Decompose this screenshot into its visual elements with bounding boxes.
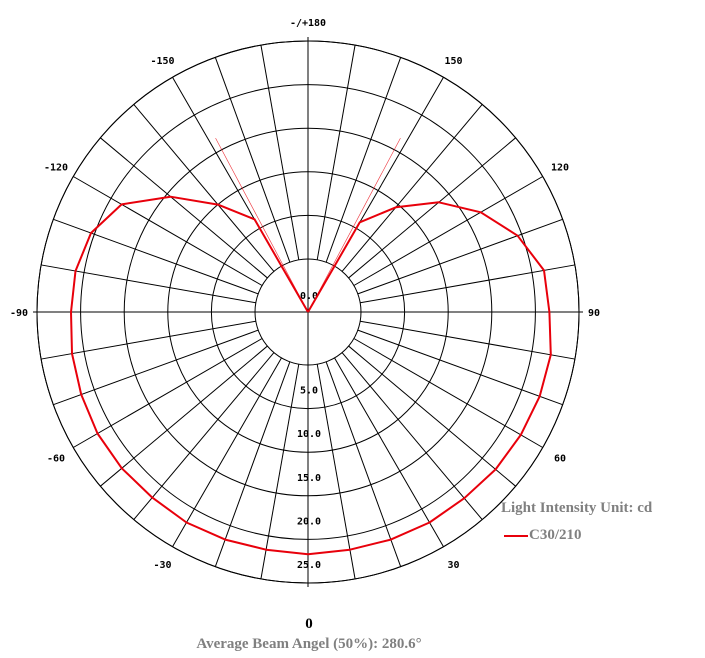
data-point <box>395 206 397 209</box>
beam-lines <box>215 138 401 313</box>
data-point <box>428 521 431 524</box>
grid-spoke <box>53 218 259 295</box>
angle-label: -120 <box>44 163 68 174</box>
angle-label: 30 <box>447 560 459 571</box>
grid-spoke <box>214 361 291 567</box>
data-point <box>538 395 541 398</box>
grid-spoke <box>325 57 402 263</box>
data-point <box>185 521 188 524</box>
data-point <box>121 467 123 470</box>
data-point <box>463 497 466 500</box>
data-point <box>74 270 77 272</box>
ring-label: 25.0 <box>297 560 321 571</box>
ring-label: 20.0 <box>297 516 321 527</box>
grid-spoke <box>100 345 268 487</box>
data-point <box>96 432 99 435</box>
grid-spoke <box>260 45 300 260</box>
data-point <box>120 203 123 206</box>
data-point <box>169 195 172 198</box>
beam-line <box>307 138 401 313</box>
data-point <box>265 548 267 551</box>
data-point <box>543 269 545 272</box>
data-point <box>307 553 309 555</box>
legend-swatch <box>504 534 528 537</box>
grid-spoke <box>353 176 543 286</box>
data-point <box>224 538 226 541</box>
data-point <box>550 354 552 356</box>
data-point <box>438 201 440 204</box>
grid-spoke <box>73 176 263 286</box>
data-point <box>480 211 482 214</box>
legend-label: C30/210 <box>529 527 582 543</box>
data-point <box>217 203 219 206</box>
grid-spoke <box>316 364 356 579</box>
grid-spoke <box>41 320 256 360</box>
grid-spoke <box>357 218 563 295</box>
data-point <box>390 538 392 541</box>
angle-label: 120 <box>551 163 569 174</box>
data-point <box>359 221 361 224</box>
grid-spoke <box>260 364 300 579</box>
grid-spoke <box>100 137 268 279</box>
ring-labels: 0.0 5.0 10.0 15.0 20.0 25.0 <box>297 291 321 571</box>
data-point <box>80 393 82 396</box>
angle-label: -150 <box>150 56 174 67</box>
angle-label: 60 <box>554 454 566 465</box>
angle-label: -90 <box>10 308 28 319</box>
data-point <box>71 352 73 355</box>
grid-spoke <box>133 104 275 272</box>
x-axis-label: 0 <box>305 616 313 632</box>
data-point <box>70 311 72 313</box>
angle-label: -30 <box>153 560 171 571</box>
grid-spoke <box>341 352 483 520</box>
legend: C30/210 <box>504 527 582 544</box>
angle-labels: -/+180 -150 150 -120 120 -90 90 -60 60 -30 30 <box>10 18 600 571</box>
grid-spoke <box>41 264 256 304</box>
ring-label: 5.0 <box>300 386 318 397</box>
grid-spoke <box>348 345 516 487</box>
grid-spoke <box>360 320 575 360</box>
grid-spoke <box>316 45 356 260</box>
unit-label: Light Intensity Unit: cd <box>501 500 653 516</box>
data-point <box>253 218 256 221</box>
grid-spoke <box>334 357 444 547</box>
beam-line <box>215 138 309 313</box>
grid-spoke <box>360 264 575 304</box>
grid-spoke <box>353 338 543 448</box>
angle-label: -/+180 <box>290 18 326 29</box>
grid-spoke <box>214 57 291 263</box>
grid-spoke <box>357 329 563 406</box>
ring-label: 15.0 <box>297 473 321 484</box>
data-point <box>90 232 92 234</box>
angle-label: -60 <box>47 454 65 465</box>
grid-spoke <box>73 338 263 448</box>
data-point <box>349 548 351 551</box>
series-layer <box>70 195 552 556</box>
grid-spoke <box>348 137 516 279</box>
beam-angle-text: Average Beam Angel (50%): 280.6° <box>196 636 422 652</box>
data-point <box>516 234 519 237</box>
angle-label: 90 <box>588 308 600 319</box>
data-point <box>494 468 497 471</box>
data-point <box>520 434 522 436</box>
data-point <box>548 311 551 313</box>
grid-spoke <box>172 357 282 547</box>
ring-label: 10.0 <box>297 429 321 440</box>
grid-spoke <box>341 104 483 272</box>
ring-label: 0.0 <box>300 291 318 302</box>
data-point <box>151 496 154 499</box>
grid-spoke <box>133 352 275 520</box>
grid-spoke <box>53 329 259 406</box>
grid-spoke <box>325 361 402 567</box>
angle-label: 150 <box>444 56 462 67</box>
